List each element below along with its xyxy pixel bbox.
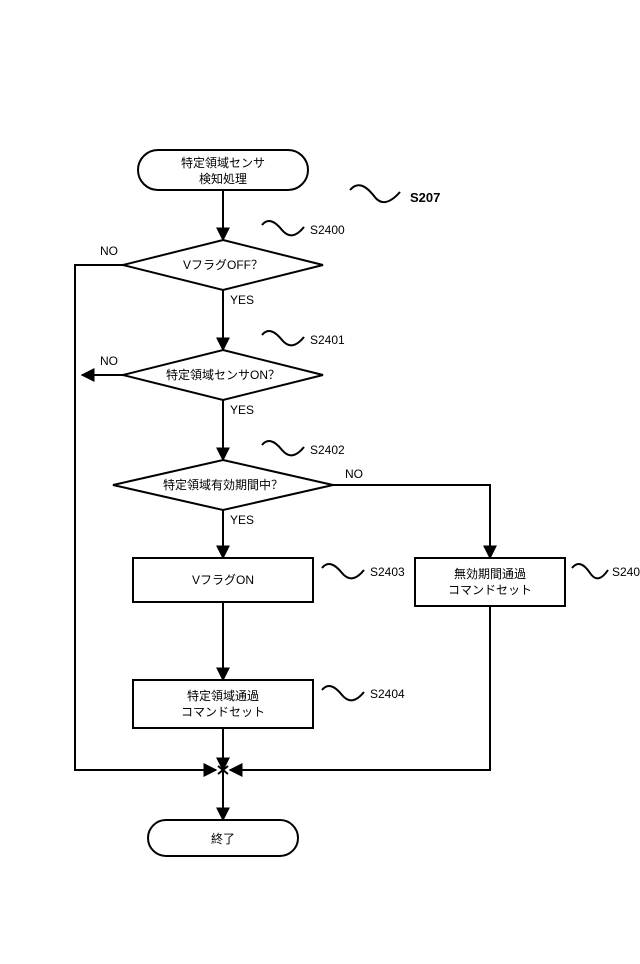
process-p2: 特定領域通過 コマンドセット bbox=[133, 680, 313, 728]
d1-ref: S2400 bbox=[310, 223, 345, 237]
decision-d1: VフラグOFF？ bbox=[123, 240, 323, 290]
p2-line1: 特定領域通過 bbox=[187, 688, 259, 703]
decision-d2: 特定領域センサON？ bbox=[123, 350, 323, 400]
start-terminator: 特定領域センサ 検知処理 bbox=[138, 150, 308, 190]
d3-yes: YES bbox=[230, 513, 254, 527]
p1-ref: S2403 bbox=[370, 565, 405, 579]
ref-d2: S2401 bbox=[262, 331, 345, 347]
end-terminator: 終了 bbox=[148, 820, 298, 856]
ref-p1: S2403 bbox=[322, 564, 405, 579]
flowchart-canvas: S207 特定領域センサ 検知処理 VフラグOFF？ S2400 NO YES … bbox=[0, 0, 640, 964]
start-line2: 検知処理 bbox=[199, 172, 247, 186]
d1-text: VフラグOFF？ bbox=[183, 258, 263, 272]
p3-line2: コマンドセット bbox=[448, 583, 532, 597]
d3-ref: S2402 bbox=[310, 443, 345, 457]
d2-text: 特定領域センサON？ bbox=[166, 367, 280, 382]
p1-text: VフラグON bbox=[192, 573, 254, 587]
ref-d1: S2400 bbox=[262, 221, 345, 237]
page-ref-label: S207 bbox=[410, 190, 440, 205]
p2-line2: コマンドセット bbox=[181, 705, 265, 719]
p3-ref: S2405 bbox=[612, 565, 640, 579]
end-text: 終了 bbox=[211, 831, 235, 846]
p2-ref: S2404 bbox=[370, 687, 405, 701]
ref-d3: S2402 bbox=[262, 441, 345, 457]
ref-p2: S2404 bbox=[322, 686, 405, 701]
edge-d3-p3 bbox=[333, 485, 490, 558]
page-ref: S207 bbox=[350, 185, 440, 205]
d3-text: 特定領域有効期間中？ bbox=[163, 477, 283, 492]
d2-no: NO bbox=[100, 354, 118, 368]
p3-line1: 無効期間通過 bbox=[454, 566, 526, 581]
d1-yes: YES bbox=[230, 293, 254, 307]
process-p1: VフラグON bbox=[133, 558, 313, 602]
d3-no: NO bbox=[345, 467, 363, 481]
start-line1: 特定領域センサ bbox=[181, 155, 265, 170]
process-p3: 無効期間通過 コマンドセット bbox=[415, 558, 565, 606]
decision-d3: 特定領域有効期間中？ bbox=[113, 460, 333, 510]
d2-yes: YES bbox=[230, 403, 254, 417]
ref-p3: S2405 bbox=[572, 564, 640, 579]
d1-no: NO bbox=[100, 244, 118, 258]
d2-ref: S2401 bbox=[310, 333, 345, 347]
